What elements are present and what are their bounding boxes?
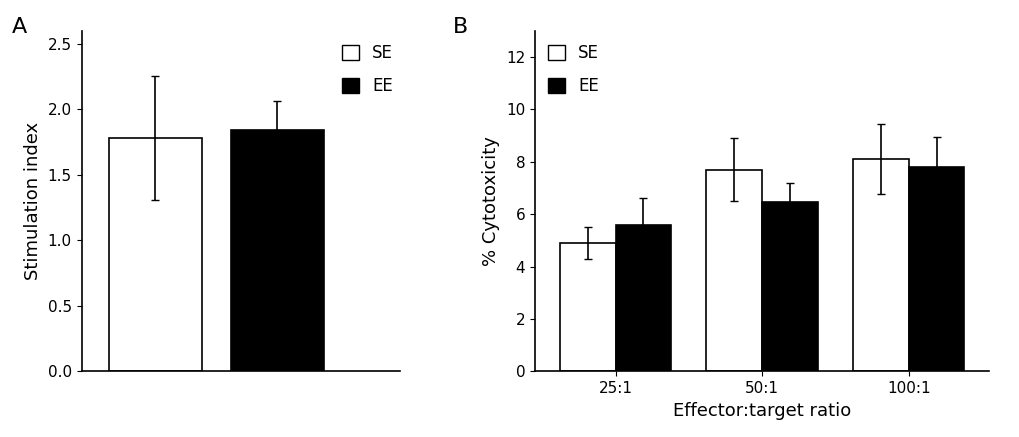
Bar bbox=[559, 243, 614, 371]
X-axis label: Effector:target ratio: Effector:target ratio bbox=[673, 402, 851, 420]
Legend: SE, EE: SE, EE bbox=[336, 39, 397, 100]
Y-axis label: % Cytotoxicity: % Cytotoxicity bbox=[482, 136, 500, 266]
Bar bbox=[908, 167, 964, 371]
Text: B: B bbox=[452, 17, 468, 37]
Bar bbox=[706, 170, 761, 371]
Text: A: A bbox=[11, 17, 26, 37]
Bar bbox=[852, 159, 908, 371]
Y-axis label: Stimulation index: Stimulation index bbox=[24, 122, 42, 280]
Bar bbox=[614, 225, 671, 371]
Legend: SE, EE: SE, EE bbox=[543, 39, 603, 100]
Bar bbox=[761, 202, 817, 371]
Bar bbox=[230, 130, 324, 371]
Bar bbox=[108, 138, 202, 371]
